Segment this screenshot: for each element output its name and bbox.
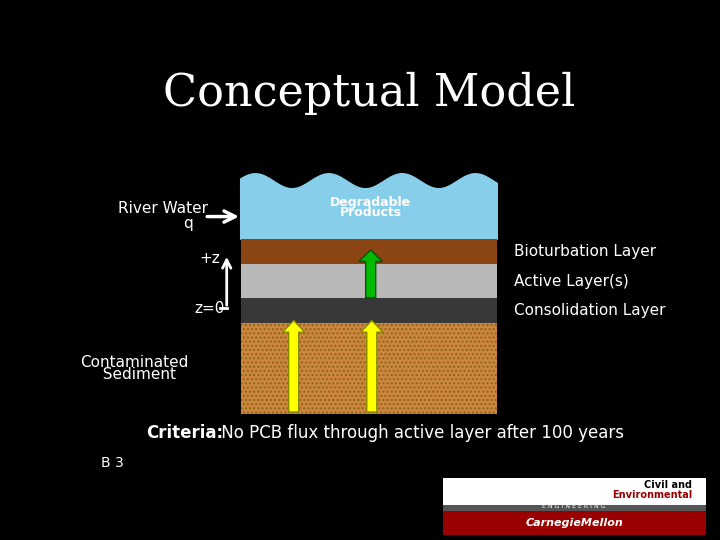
- Bar: [240, 239, 498, 265]
- Text: Products: Products: [340, 206, 402, 219]
- FancyArrow shape: [282, 321, 305, 412]
- Bar: [240, 322, 498, 414]
- Text: Consolidation Layer: Consolidation Layer: [514, 302, 665, 318]
- FancyArrow shape: [361, 321, 383, 412]
- Text: Civil and: Civil and: [644, 480, 693, 490]
- Text: Sediment: Sediment: [93, 367, 176, 382]
- Bar: [443, 511, 706, 535]
- Text: Degradable: Degradable: [330, 195, 411, 208]
- Text: Environmental: Environmental: [612, 490, 693, 500]
- Text: River Water: River Water: [117, 201, 207, 216]
- Bar: [240, 322, 498, 414]
- Text: z=0: z=0: [195, 301, 225, 315]
- Text: No PCB flux through active layer after 100 years: No PCB flux through active layer after 1…: [215, 424, 624, 442]
- Text: Conceptual Model: Conceptual Model: [163, 72, 575, 116]
- Bar: [443, 478, 706, 505]
- Polygon shape: [240, 174, 498, 239]
- Text: E N G I N E E R I N G: E N G I N E E R I N G: [542, 504, 606, 509]
- Text: Active Layer(s): Active Layer(s): [514, 274, 629, 288]
- FancyArrow shape: [359, 250, 382, 298]
- Text: Contaminated: Contaminated: [81, 355, 189, 369]
- Text: +z: +z: [199, 251, 220, 266]
- Bar: [240, 298, 498, 322]
- Text: B 3: B 3: [101, 456, 124, 470]
- Text: CarnegieMellon: CarnegieMellon: [526, 518, 623, 528]
- Bar: [443, 505, 706, 511]
- Text: q: q: [183, 216, 192, 231]
- Text: Criteria:: Criteria:: [145, 424, 223, 442]
- Text: Bioturbation Layer: Bioturbation Layer: [514, 245, 656, 259]
- Bar: [240, 265, 498, 298]
